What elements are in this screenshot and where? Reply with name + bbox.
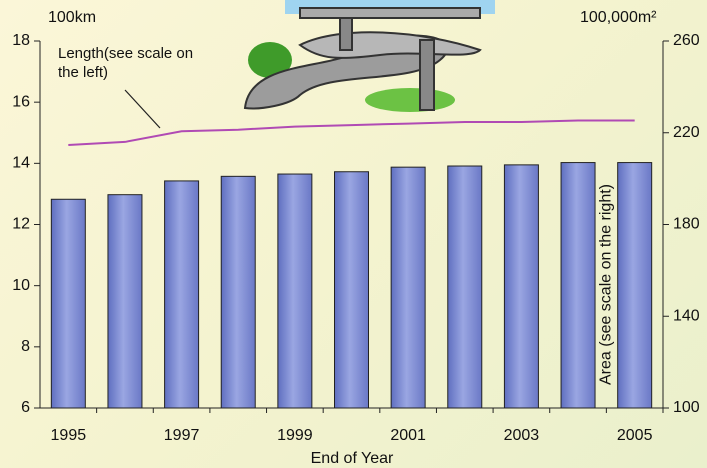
clipart xyxy=(243,0,495,112)
bar xyxy=(503,164,539,409)
bar xyxy=(164,180,200,409)
bar-annotation: Area (see scale on the right) xyxy=(597,184,614,385)
y-tick-label: 14 xyxy=(12,155,30,172)
y2-tick-label: 140 xyxy=(673,307,700,324)
x-tick-label: 2005 xyxy=(617,427,653,444)
bar xyxy=(390,166,426,409)
y2-tick-label: 100 xyxy=(673,399,700,416)
y2-tick-label: 260 xyxy=(673,32,700,49)
bar xyxy=(107,194,143,409)
y-tick-label: 18 xyxy=(12,32,30,49)
line-annotation: Length(see scale on the left) xyxy=(58,45,194,81)
x-tick-label: 1997 xyxy=(164,427,200,444)
bar xyxy=(560,162,596,409)
y-tick-label: 12 xyxy=(12,216,30,233)
y-tick-label: 10 xyxy=(12,277,30,294)
x-tick-label: 1995 xyxy=(51,427,87,444)
x-tick-label: 2001 xyxy=(390,427,426,444)
bar xyxy=(220,175,256,409)
y-tick-label: 6 xyxy=(21,399,30,416)
annotation-pointer xyxy=(124,89,161,129)
line xyxy=(68,119,635,146)
y2-tick-label: 180 xyxy=(673,216,700,233)
x-tick-label: 1999 xyxy=(277,427,313,444)
bar xyxy=(447,165,483,409)
x-tick-label: 2003 xyxy=(504,427,540,444)
y2-tick-label: 220 xyxy=(673,124,700,141)
y-unit: 100km xyxy=(48,9,96,26)
y-tick-label: 8 xyxy=(21,338,30,355)
bar xyxy=(617,162,653,409)
bar xyxy=(277,173,313,409)
x-axis-label: End of Year xyxy=(311,450,394,467)
y2-unit: 100,000m² xyxy=(580,9,657,26)
bar xyxy=(50,198,86,409)
y-tick-label: 16 xyxy=(12,93,30,110)
bar xyxy=(334,171,369,409)
